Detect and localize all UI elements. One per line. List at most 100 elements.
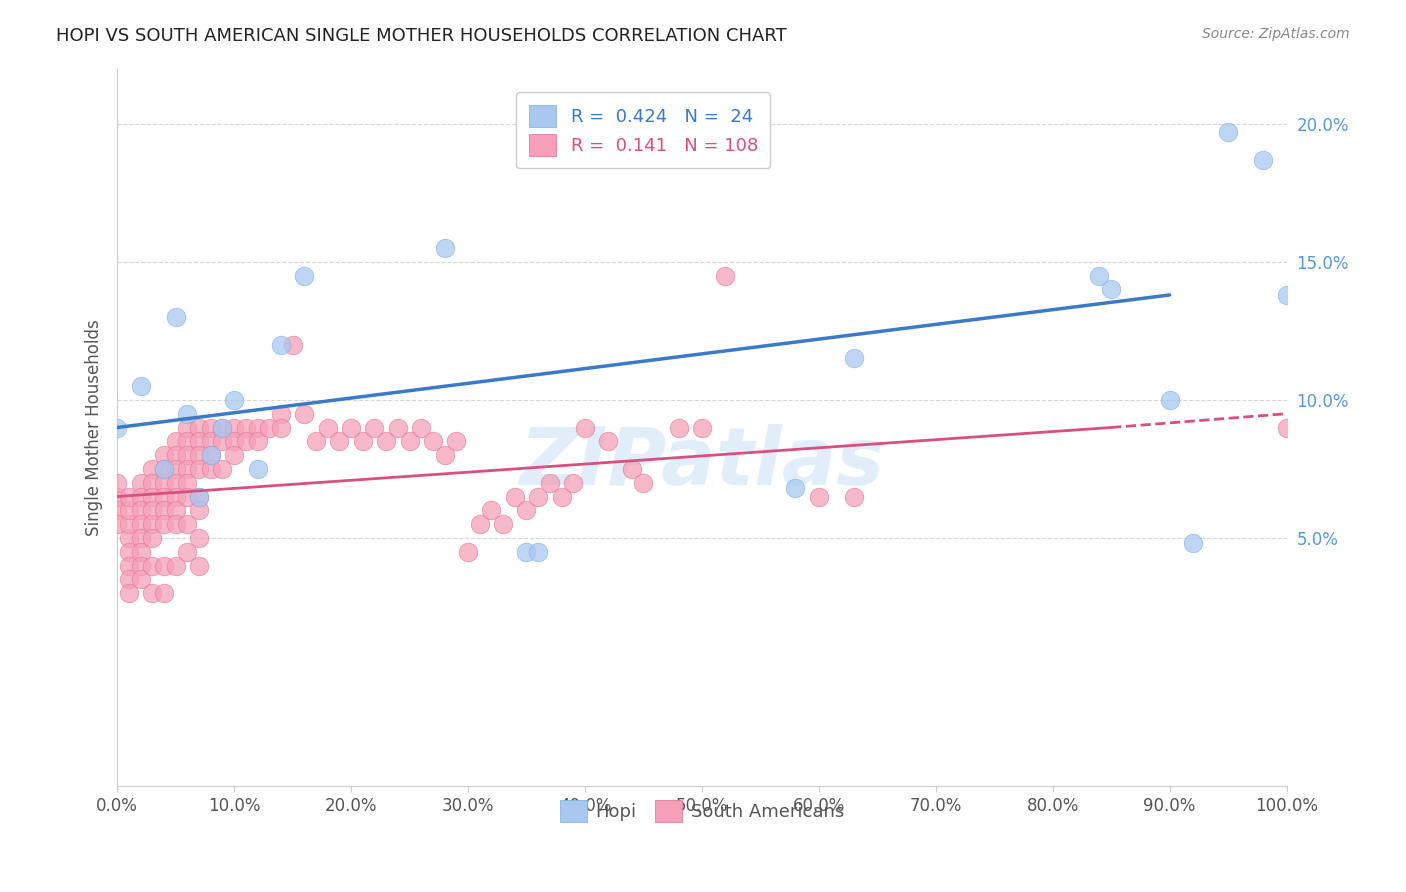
Point	[200, 462, 222, 476]
Point	[550, 490, 572, 504]
Point	[129, 517, 152, 532]
Point	[153, 490, 176, 504]
Point	[105, 490, 128, 504]
Point	[118, 490, 141, 504]
Point	[574, 420, 596, 434]
Point	[305, 434, 328, 449]
Point	[1099, 282, 1122, 296]
Point	[468, 517, 491, 532]
Point	[165, 310, 187, 324]
Point	[118, 573, 141, 587]
Point	[200, 448, 222, 462]
Point	[292, 268, 315, 283]
Point	[188, 531, 211, 545]
Point	[224, 392, 246, 407]
Point	[446, 434, 468, 449]
Point	[188, 490, 211, 504]
Point	[235, 434, 257, 449]
Point	[270, 337, 292, 351]
Point	[188, 448, 211, 462]
Point	[165, 448, 187, 462]
Point	[1275, 420, 1298, 434]
Point	[1251, 153, 1274, 167]
Point	[527, 490, 550, 504]
Point	[105, 503, 128, 517]
Point	[538, 475, 561, 490]
Point	[246, 462, 269, 476]
Point	[200, 448, 222, 462]
Point	[176, 490, 198, 504]
Point	[270, 420, 292, 434]
Point	[340, 420, 363, 434]
Point	[398, 434, 420, 449]
Point	[503, 490, 526, 504]
Point	[165, 517, 187, 532]
Point	[1275, 288, 1298, 302]
Point	[246, 434, 269, 449]
Point	[281, 337, 304, 351]
Point	[257, 420, 280, 434]
Point	[118, 545, 141, 559]
Point	[188, 462, 211, 476]
Point	[176, 420, 198, 434]
Point	[387, 420, 409, 434]
Point	[211, 420, 233, 434]
Point	[141, 475, 163, 490]
Text: Source: ZipAtlas.com: Source: ZipAtlas.com	[1202, 27, 1350, 41]
Point	[292, 407, 315, 421]
Point	[105, 420, 128, 434]
Y-axis label: Single Mother Households: Single Mother Households	[86, 319, 103, 536]
Point	[433, 448, 456, 462]
Point	[620, 462, 643, 476]
Point	[118, 558, 141, 573]
Point	[153, 462, 176, 476]
Point	[153, 448, 176, 462]
Point	[785, 481, 807, 495]
Point	[153, 475, 176, 490]
Point	[141, 558, 163, 573]
Point	[235, 420, 257, 434]
Point	[188, 490, 211, 504]
Point	[375, 434, 398, 449]
Point	[188, 558, 211, 573]
Point	[188, 503, 211, 517]
Point	[141, 586, 163, 600]
Point	[153, 517, 176, 532]
Point	[153, 586, 176, 600]
Point	[176, 517, 198, 532]
Point	[352, 434, 374, 449]
Point	[527, 545, 550, 559]
Point	[714, 268, 737, 283]
Point	[211, 434, 233, 449]
Point	[481, 503, 503, 517]
Point	[1159, 392, 1181, 407]
Point	[118, 586, 141, 600]
Point	[153, 558, 176, 573]
Point	[328, 434, 350, 449]
Point	[129, 545, 152, 559]
Point	[176, 545, 198, 559]
Point	[165, 462, 187, 476]
Point	[411, 420, 433, 434]
Point	[316, 420, 339, 434]
Point	[118, 531, 141, 545]
Point	[842, 351, 865, 366]
Point	[515, 545, 537, 559]
Point	[562, 475, 585, 490]
Point	[246, 420, 269, 434]
Point	[270, 407, 292, 421]
Point	[165, 503, 187, 517]
Point	[492, 517, 515, 532]
Point	[224, 420, 246, 434]
Point	[188, 434, 211, 449]
Point	[176, 462, 198, 476]
Point	[224, 434, 246, 449]
Point	[165, 475, 187, 490]
Point	[200, 434, 222, 449]
Text: HOPI VS SOUTH AMERICAN SINGLE MOTHER HOUSEHOLDS CORRELATION CHART: HOPI VS SOUTH AMERICAN SINGLE MOTHER HOU…	[56, 27, 787, 45]
Point	[118, 503, 141, 517]
Point	[129, 573, 152, 587]
Point	[668, 420, 690, 434]
Text: ZIPatlas: ZIPatlas	[519, 425, 884, 502]
Point	[176, 448, 198, 462]
